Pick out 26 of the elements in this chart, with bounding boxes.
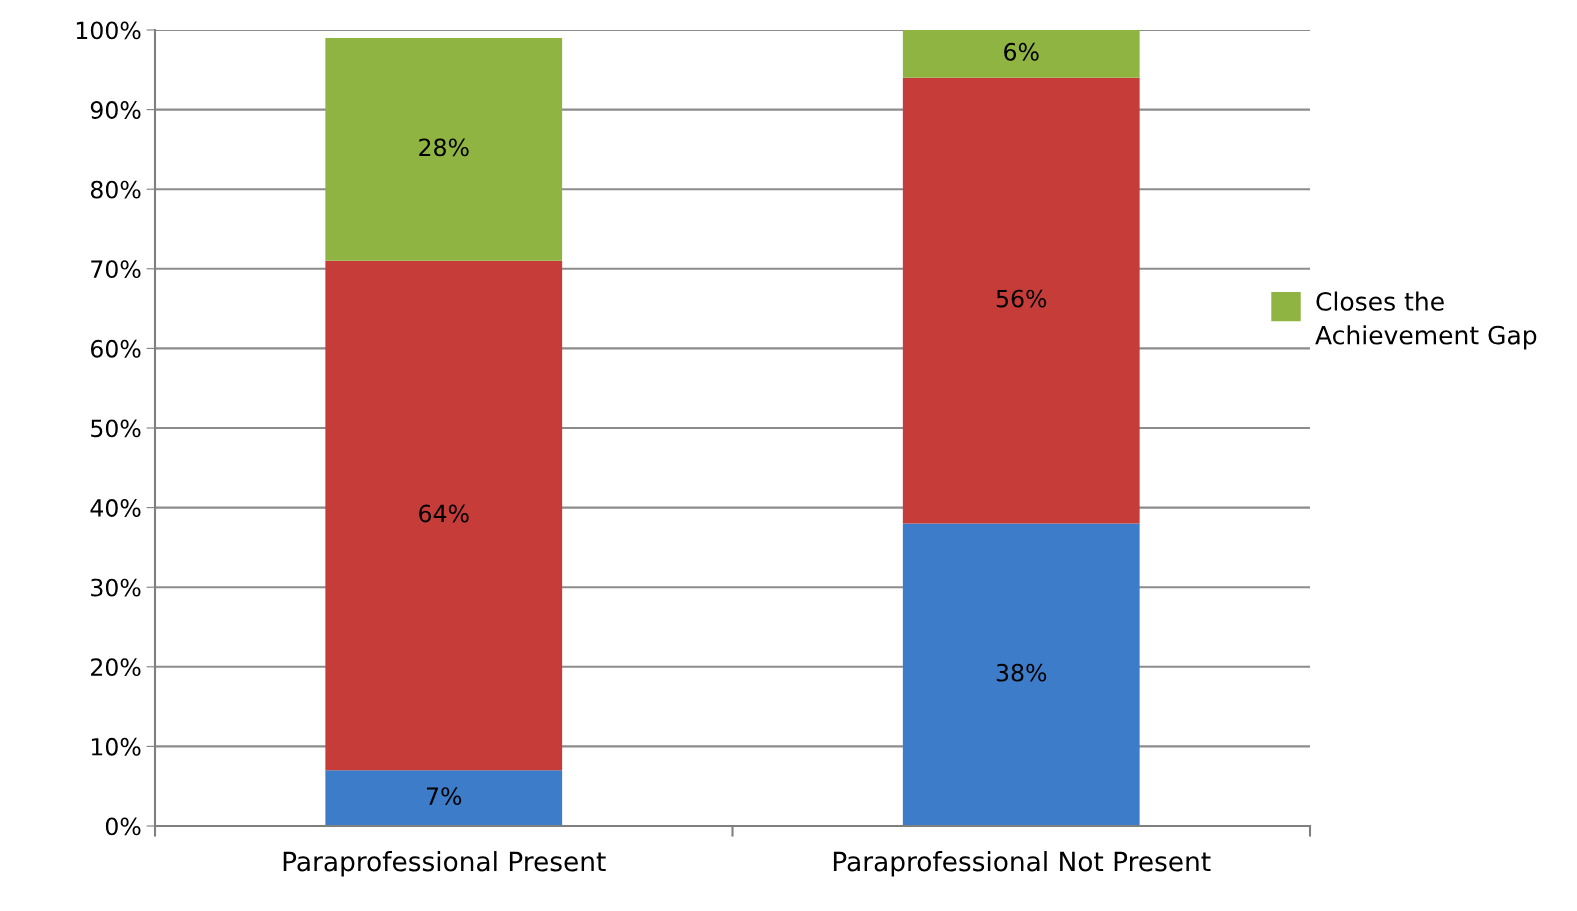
y-tick-label: 90% <box>90 101 141 119</box>
x-tick-label: Paraprofessional Not Present <box>833 851 1211 877</box>
data-label: 6% <box>1004 42 1039 61</box>
y-tick-label: 80% <box>90 180 141 199</box>
data-label: 64% <box>419 504 469 523</box>
y-tick-label: 100% <box>76 21 141 40</box>
y-tick-label: 40% <box>90 499 141 517</box>
bar <box>902 523 1140 826</box>
bar <box>325 260 563 771</box>
data-label: 38% <box>996 663 1047 682</box>
x-tick-label: Paraprofessional Present <box>283 851 606 877</box>
y-tick-label: 0% <box>105 817 141 836</box>
y-tick-label: 60% <box>90 339 141 358</box>
bar <box>325 37 563 261</box>
y-tick-label: 70% <box>91 260 141 279</box>
legend-label: Closes the Achievement Gap <box>1315 291 1537 350</box>
data-label: 28% <box>419 138 469 157</box>
data-label: 7% <box>426 787 462 805</box>
y-tick-label: 10% <box>91 737 141 756</box>
y-tick-label: 30% <box>91 578 141 597</box>
data-label: 56% <box>996 289 1047 308</box>
y-tick-label: 20% <box>91 658 141 677</box>
bar <box>902 77 1140 524</box>
bar <box>325 770 563 826</box>
y-tick-label: 50% <box>91 419 141 438</box>
bar <box>902 30 1140 78</box>
